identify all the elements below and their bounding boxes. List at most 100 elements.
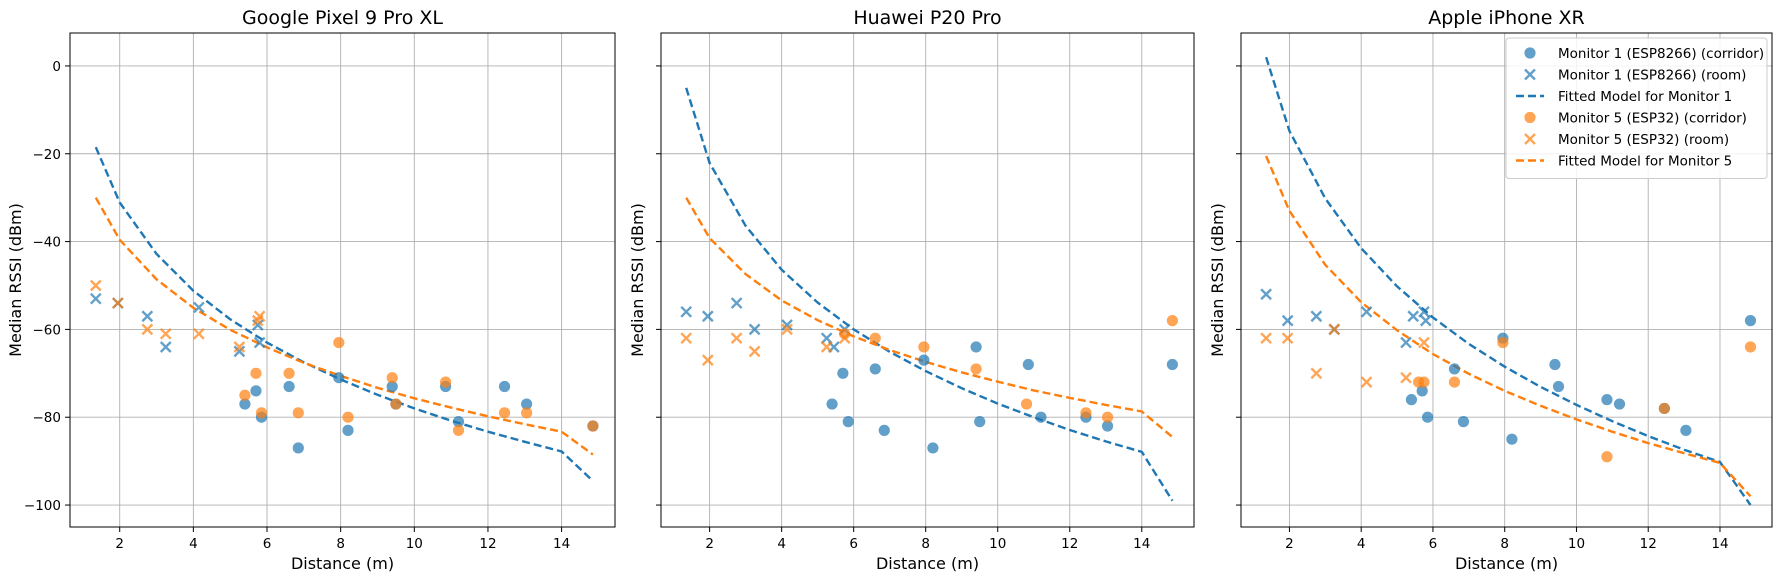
data-point-circle: [1405, 394, 1418, 406]
legend-label: Monitor 5 (ESP32) (corridor): [1558, 111, 1747, 127]
fitted-line: [1264, 56, 1752, 506]
data-point-circle: [386, 372, 398, 384]
data-point-circle: [1166, 315, 1178, 327]
data-point-circle: [283, 367, 295, 379]
data-point-x: [748, 323, 761, 336]
data-point-x: [1281, 332, 1294, 345]
x-tick-label: 10: [406, 536, 423, 552]
data-point-circle: [878, 424, 890, 436]
data-point-x: [141, 310, 154, 323]
data-point-circle: [1658, 402, 1670, 415]
data-point-x: [1360, 376, 1373, 388]
data-point-circle: [1744, 315, 1757, 327]
legend-label: Fitted Model for Monitor 1: [1558, 89, 1732, 105]
data-point-circle: [239, 389, 251, 401]
data-point-x: [193, 301, 205, 314]
data-point-x: [838, 332, 851, 345]
data-point-circle: [1549, 358, 1561, 371]
data-point-x: [1418, 336, 1430, 349]
x-tick-label: 2: [115, 536, 124, 552]
data-point-x: [748, 345, 761, 358]
data-point-circle: [918, 354, 930, 366]
x-tick-label: 8: [921, 536, 930, 552]
data-point-circle: [333, 372, 345, 384]
data-layer: [1260, 56, 1757, 506]
data-point-circle: [974, 416, 986, 428]
data-point-x: [1260, 332, 1272, 345]
fitted-line: [685, 197, 1174, 438]
data-point-x: [1407, 310, 1420, 323]
data-point-x: [193, 327, 205, 340]
data-point-circle: [292, 407, 304, 419]
x-tick-label: 8: [336, 536, 345, 552]
data-point-x: [253, 310, 266, 323]
x-tick-label: 12: [1061, 536, 1078, 552]
data-point-x: [233, 345, 246, 358]
data-point-circle: [452, 416, 465, 428]
x-tick-label: 4: [1357, 536, 1366, 552]
data-point-x: [1260, 288, 1272, 301]
panel-title: Google Pixel 9 Pro XL: [242, 7, 443, 29]
data-point-circle: [587, 420, 599, 432]
data-point-x: [820, 341, 833, 353]
legend-marker-x: [1524, 68, 1536, 81]
data-point-circle: [1101, 411, 1114, 423]
data-layer: [680, 87, 1178, 502]
data-point-circle: [869, 363, 881, 375]
y-tick-label: −100: [24, 498, 61, 514]
chart-panel-3: 2 4 6 8 10 12 14 Apple iPhone XR Distance (m) Med…: [1208, 7, 1773, 573]
data-point-circle: [283, 380, 295, 393]
y-tick-label: 0: [52, 59, 61, 75]
data-point-circle: [1552, 380, 1565, 393]
data-point-circle: [826, 398, 838, 410]
data-point-circle: [292, 442, 304, 454]
data-point-circle: [521, 407, 533, 419]
data-point-circle: [1506, 433, 1518, 445]
data-point-x: [730, 332, 743, 345]
chart-panel-2: 2 4 6 8 10 12 14 Huawei P20 Pro Distance (m) Medi…: [628, 7, 1195, 573]
data-point-circle: [1601, 394, 1613, 406]
data-point-circle: [498, 380, 511, 393]
legend-label: Fitted Model for Monitor 5: [1558, 154, 1732, 170]
data-point-circle: [1613, 398, 1626, 410]
data-point-x: [1418, 305, 1430, 318]
x-tick-label: 4: [777, 536, 786, 552]
plot-frame: [1240, 32, 1773, 528]
data-point-x: [251, 319, 264, 331]
x-axis-label: Distance (m): [1455, 554, 1558, 573]
data-point-x: [680, 332, 693, 345]
data-point-circle: [239, 398, 251, 410]
fitted-line: [1264, 155, 1752, 498]
data-point-x: [1419, 314, 1432, 327]
x-tick-label: 6: [1429, 536, 1438, 552]
data-point-circle: [1080, 407, 1092, 419]
data-point-circle: [1166, 358, 1178, 371]
x-tick-label: 2: [705, 536, 714, 552]
data-point-circle: [1744, 341, 1757, 353]
legend-label: Monitor 1 (ESP8266) (room): [1558, 68, 1746, 84]
data-point-circle: [1421, 411, 1434, 423]
data-point-circle: [342, 424, 354, 436]
data-point-x: [1310, 310, 1323, 323]
x-axis-label: Distance (m): [291, 554, 394, 573]
data-point-circle: [869, 332, 881, 344]
data-point-circle: [1457, 416, 1470, 428]
plot-frame: [69, 32, 616, 528]
x-axis-label: Distance (m): [876, 554, 979, 573]
data-point-x: [1281, 314, 1294, 327]
x-tick-label: 14: [553, 536, 570, 552]
data-point-circle: [1416, 385, 1428, 397]
y-tick-label: −80: [33, 410, 62, 426]
y-tick-label: −60: [33, 322, 62, 338]
data-point-circle: [1035, 411, 1047, 423]
data-point-circle: [390, 398, 402, 410]
panel-title: Huawei P20 Pro: [853, 7, 1001, 29]
data-point-circle: [440, 376, 452, 388]
data-point-circle: [386, 380, 398, 393]
fitted-line: [685, 87, 1174, 502]
x-tick-label: 12: [1640, 536, 1657, 552]
x-tick-label: 6: [849, 536, 858, 552]
legend-marker-circle: [1524, 111, 1536, 124]
data-point-x: [89, 292, 102, 305]
data-point-circle: [1448, 376, 1461, 388]
